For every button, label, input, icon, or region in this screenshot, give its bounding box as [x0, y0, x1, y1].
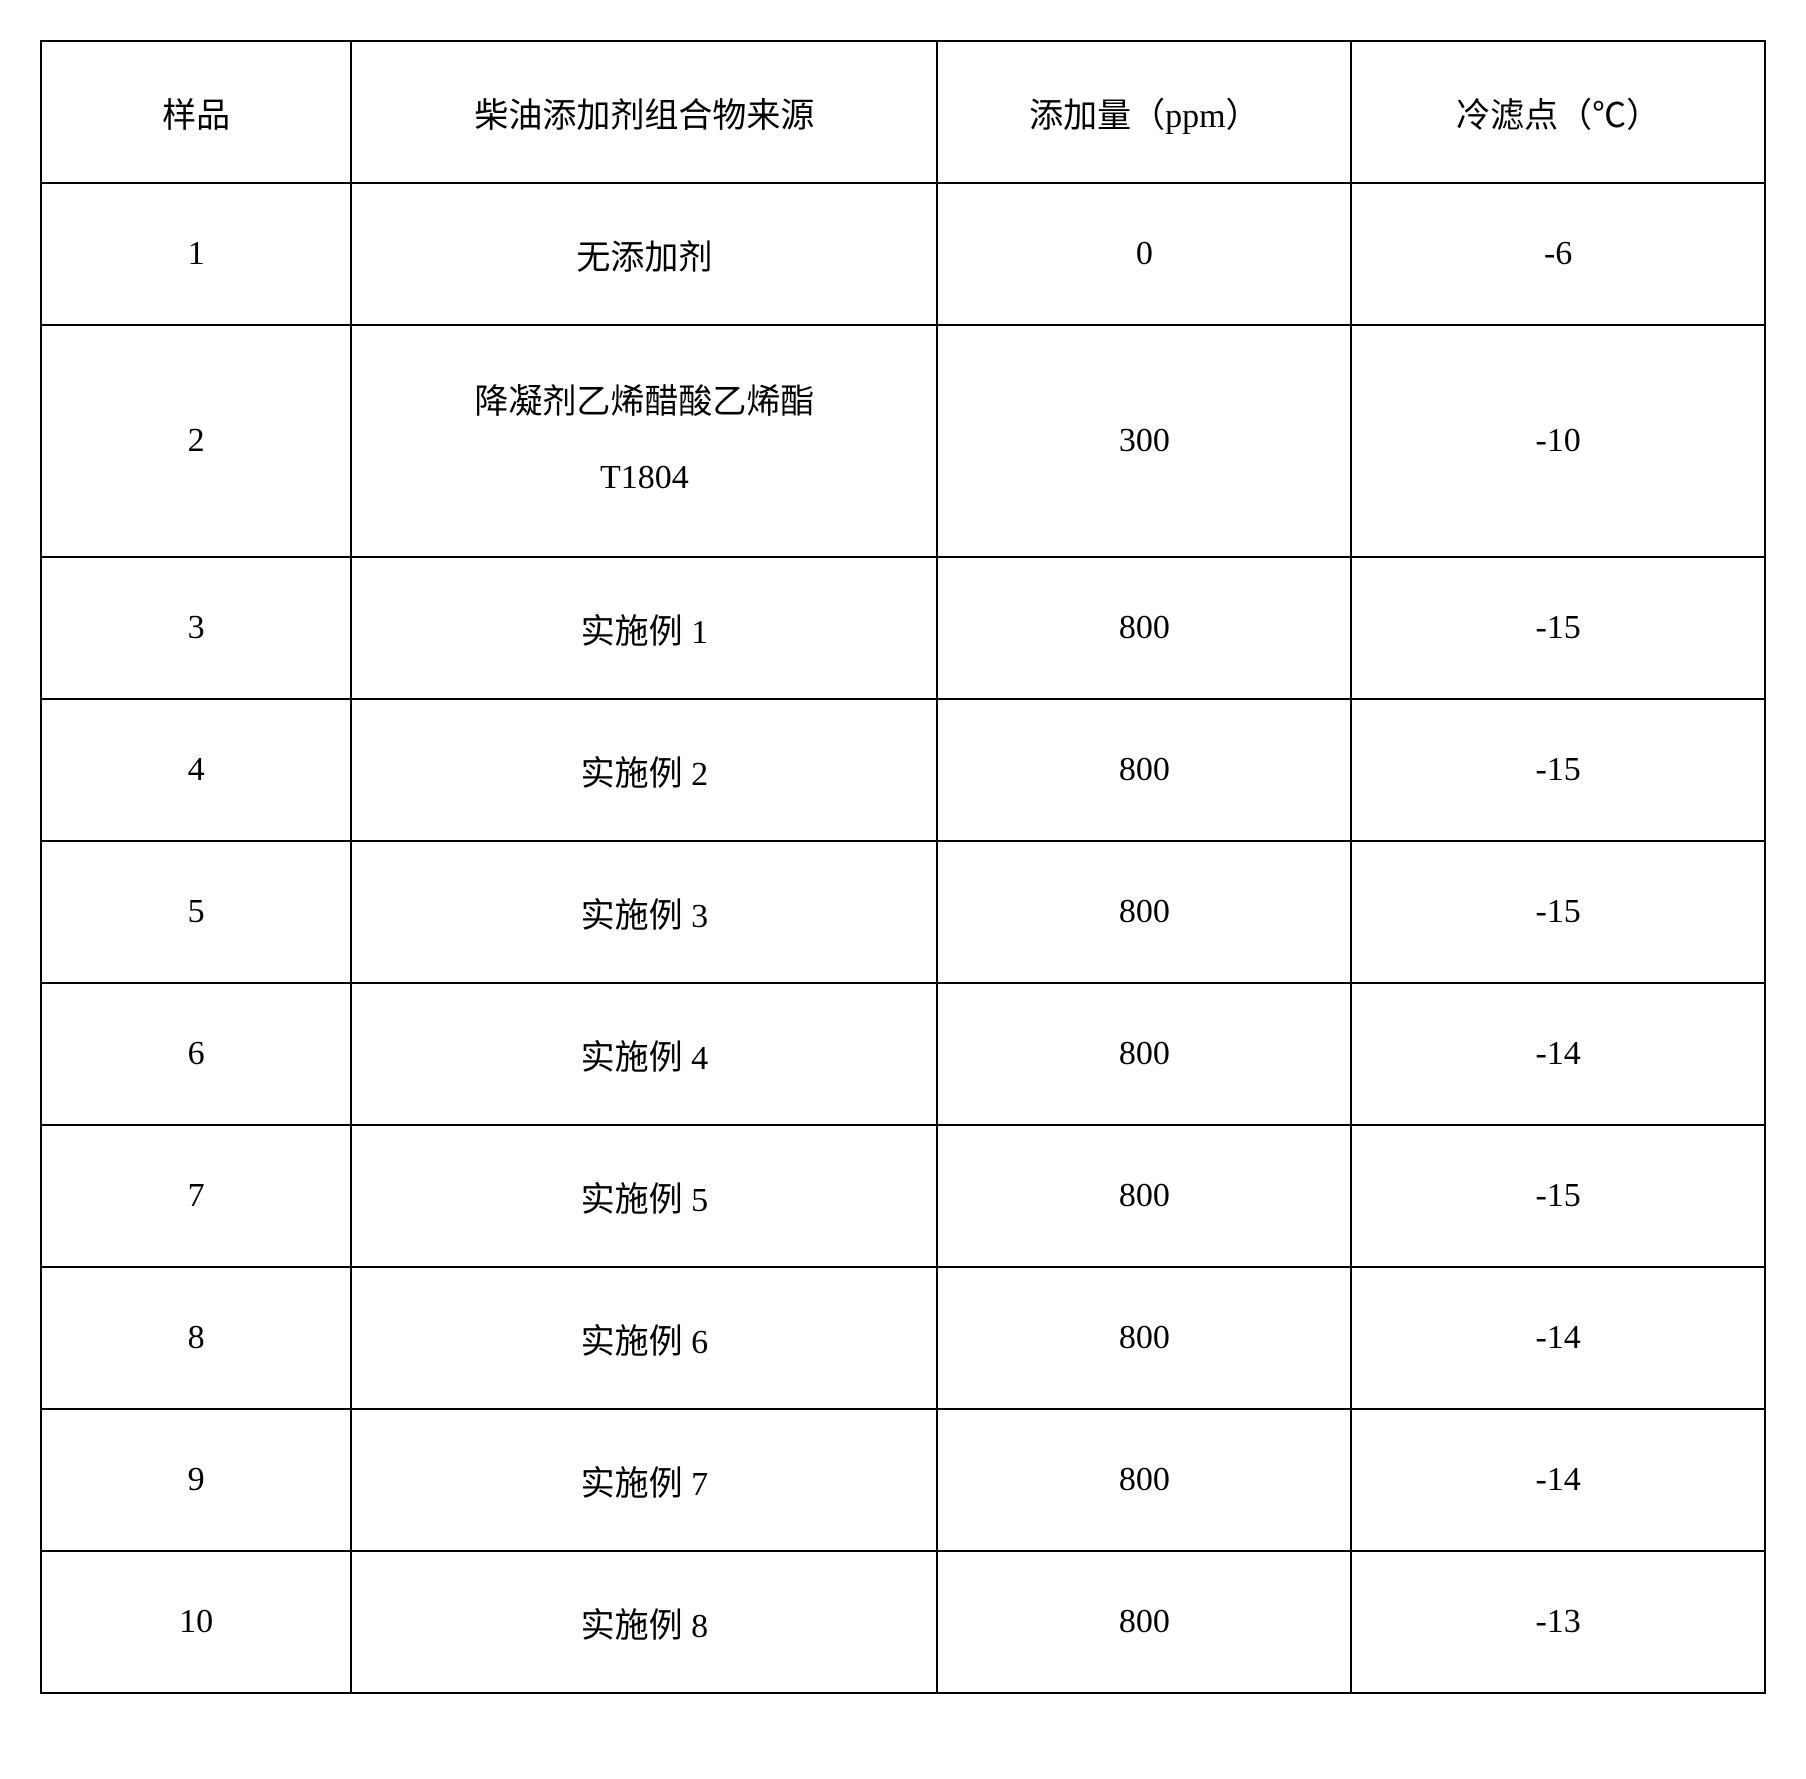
table-row: 2降凝剂乙烯醋酸乙烯酯T1804300-10: [41, 325, 1765, 557]
cell-sample: 4: [41, 699, 351, 841]
data-table: 样品 柴油添加剂组合物来源 添加量（ppm） 冷滤点（℃） 1无添加剂0-62降…: [40, 40, 1766, 1694]
cell-sample: 5: [41, 841, 351, 983]
table-body: 1无添加剂0-62降凝剂乙烯醋酸乙烯酯T1804300-103实施例 1800-…: [41, 183, 1765, 1693]
cell-cfpp: -15: [1351, 557, 1765, 699]
cell-cfpp: -14: [1351, 983, 1765, 1125]
cell-source: 实施例 5: [351, 1125, 937, 1267]
cell-amount: 800: [937, 699, 1351, 841]
cell-cfpp: -14: [1351, 1409, 1765, 1551]
table-row: 7实施例 5800-15: [41, 1125, 1765, 1267]
cell-source: 实施例 3: [351, 841, 937, 983]
cell-source-line: T1804: [362, 441, 926, 516]
cell-cfpp: -6: [1351, 183, 1765, 325]
cell-amount: 0: [937, 183, 1351, 325]
cell-sample: 7: [41, 1125, 351, 1267]
cell-sample: 2: [41, 325, 351, 557]
cell-amount: 800: [937, 1267, 1351, 1409]
cell-sample: 9: [41, 1409, 351, 1551]
cell-amount: 800: [937, 1125, 1351, 1267]
table-row: 4实施例 2800-15: [41, 699, 1765, 841]
col-header-source: 柴油添加剂组合物来源: [351, 41, 937, 183]
cell-source: 实施例 1: [351, 557, 937, 699]
cell-source: 实施例 4: [351, 983, 937, 1125]
table-row: 10实施例 8800-13: [41, 1551, 1765, 1693]
cell-sample: 1: [41, 183, 351, 325]
cell-sample: 3: [41, 557, 351, 699]
cell-amount: 300: [937, 325, 1351, 557]
col-header-amount: 添加量（ppm）: [937, 41, 1351, 183]
cell-source: 实施例 2: [351, 699, 937, 841]
cell-cfpp: -15: [1351, 699, 1765, 841]
cell-cfpp: -10: [1351, 325, 1765, 557]
cell-cfpp: -15: [1351, 1125, 1765, 1267]
cell-source-line: 降凝剂乙烯醋酸乙烯酯: [362, 366, 926, 441]
table-row: 6实施例 4800-14: [41, 983, 1765, 1125]
cell-cfpp: -15: [1351, 841, 1765, 983]
cell-sample: 10: [41, 1551, 351, 1693]
cell-amount: 800: [937, 557, 1351, 699]
header-row: 样品 柴油添加剂组合物来源 添加量（ppm） 冷滤点（℃）: [41, 41, 1765, 183]
table-row: 9实施例 7800-14: [41, 1409, 1765, 1551]
cell-source: 实施例 6: [351, 1267, 937, 1409]
cell-sample: 8: [41, 1267, 351, 1409]
col-header-sample: 样品: [41, 41, 351, 183]
table-row: 1无添加剂0-6: [41, 183, 1765, 325]
cell-cfpp: -14: [1351, 1267, 1765, 1409]
cell-source: 无添加剂: [351, 183, 937, 325]
cell-source: 实施例 7: [351, 1409, 937, 1551]
cell-amount: 800: [937, 983, 1351, 1125]
cell-amount: 800: [937, 1409, 1351, 1551]
cell-amount: 800: [937, 1551, 1351, 1693]
cell-amount: 800: [937, 841, 1351, 983]
col-header-cfpp: 冷滤点（℃）: [1351, 41, 1765, 183]
table-row: 3实施例 1800-15: [41, 557, 1765, 699]
table-header: 样品 柴油添加剂组合物来源 添加量（ppm） 冷滤点（℃）: [41, 41, 1765, 183]
table-row: 5实施例 3800-15: [41, 841, 1765, 983]
table-row: 8实施例 6800-14: [41, 1267, 1765, 1409]
cell-source: 降凝剂乙烯醋酸乙烯酯T1804: [351, 325, 937, 557]
cell-sample: 6: [41, 983, 351, 1125]
cell-source: 实施例 8: [351, 1551, 937, 1693]
cell-cfpp: -13: [1351, 1551, 1765, 1693]
